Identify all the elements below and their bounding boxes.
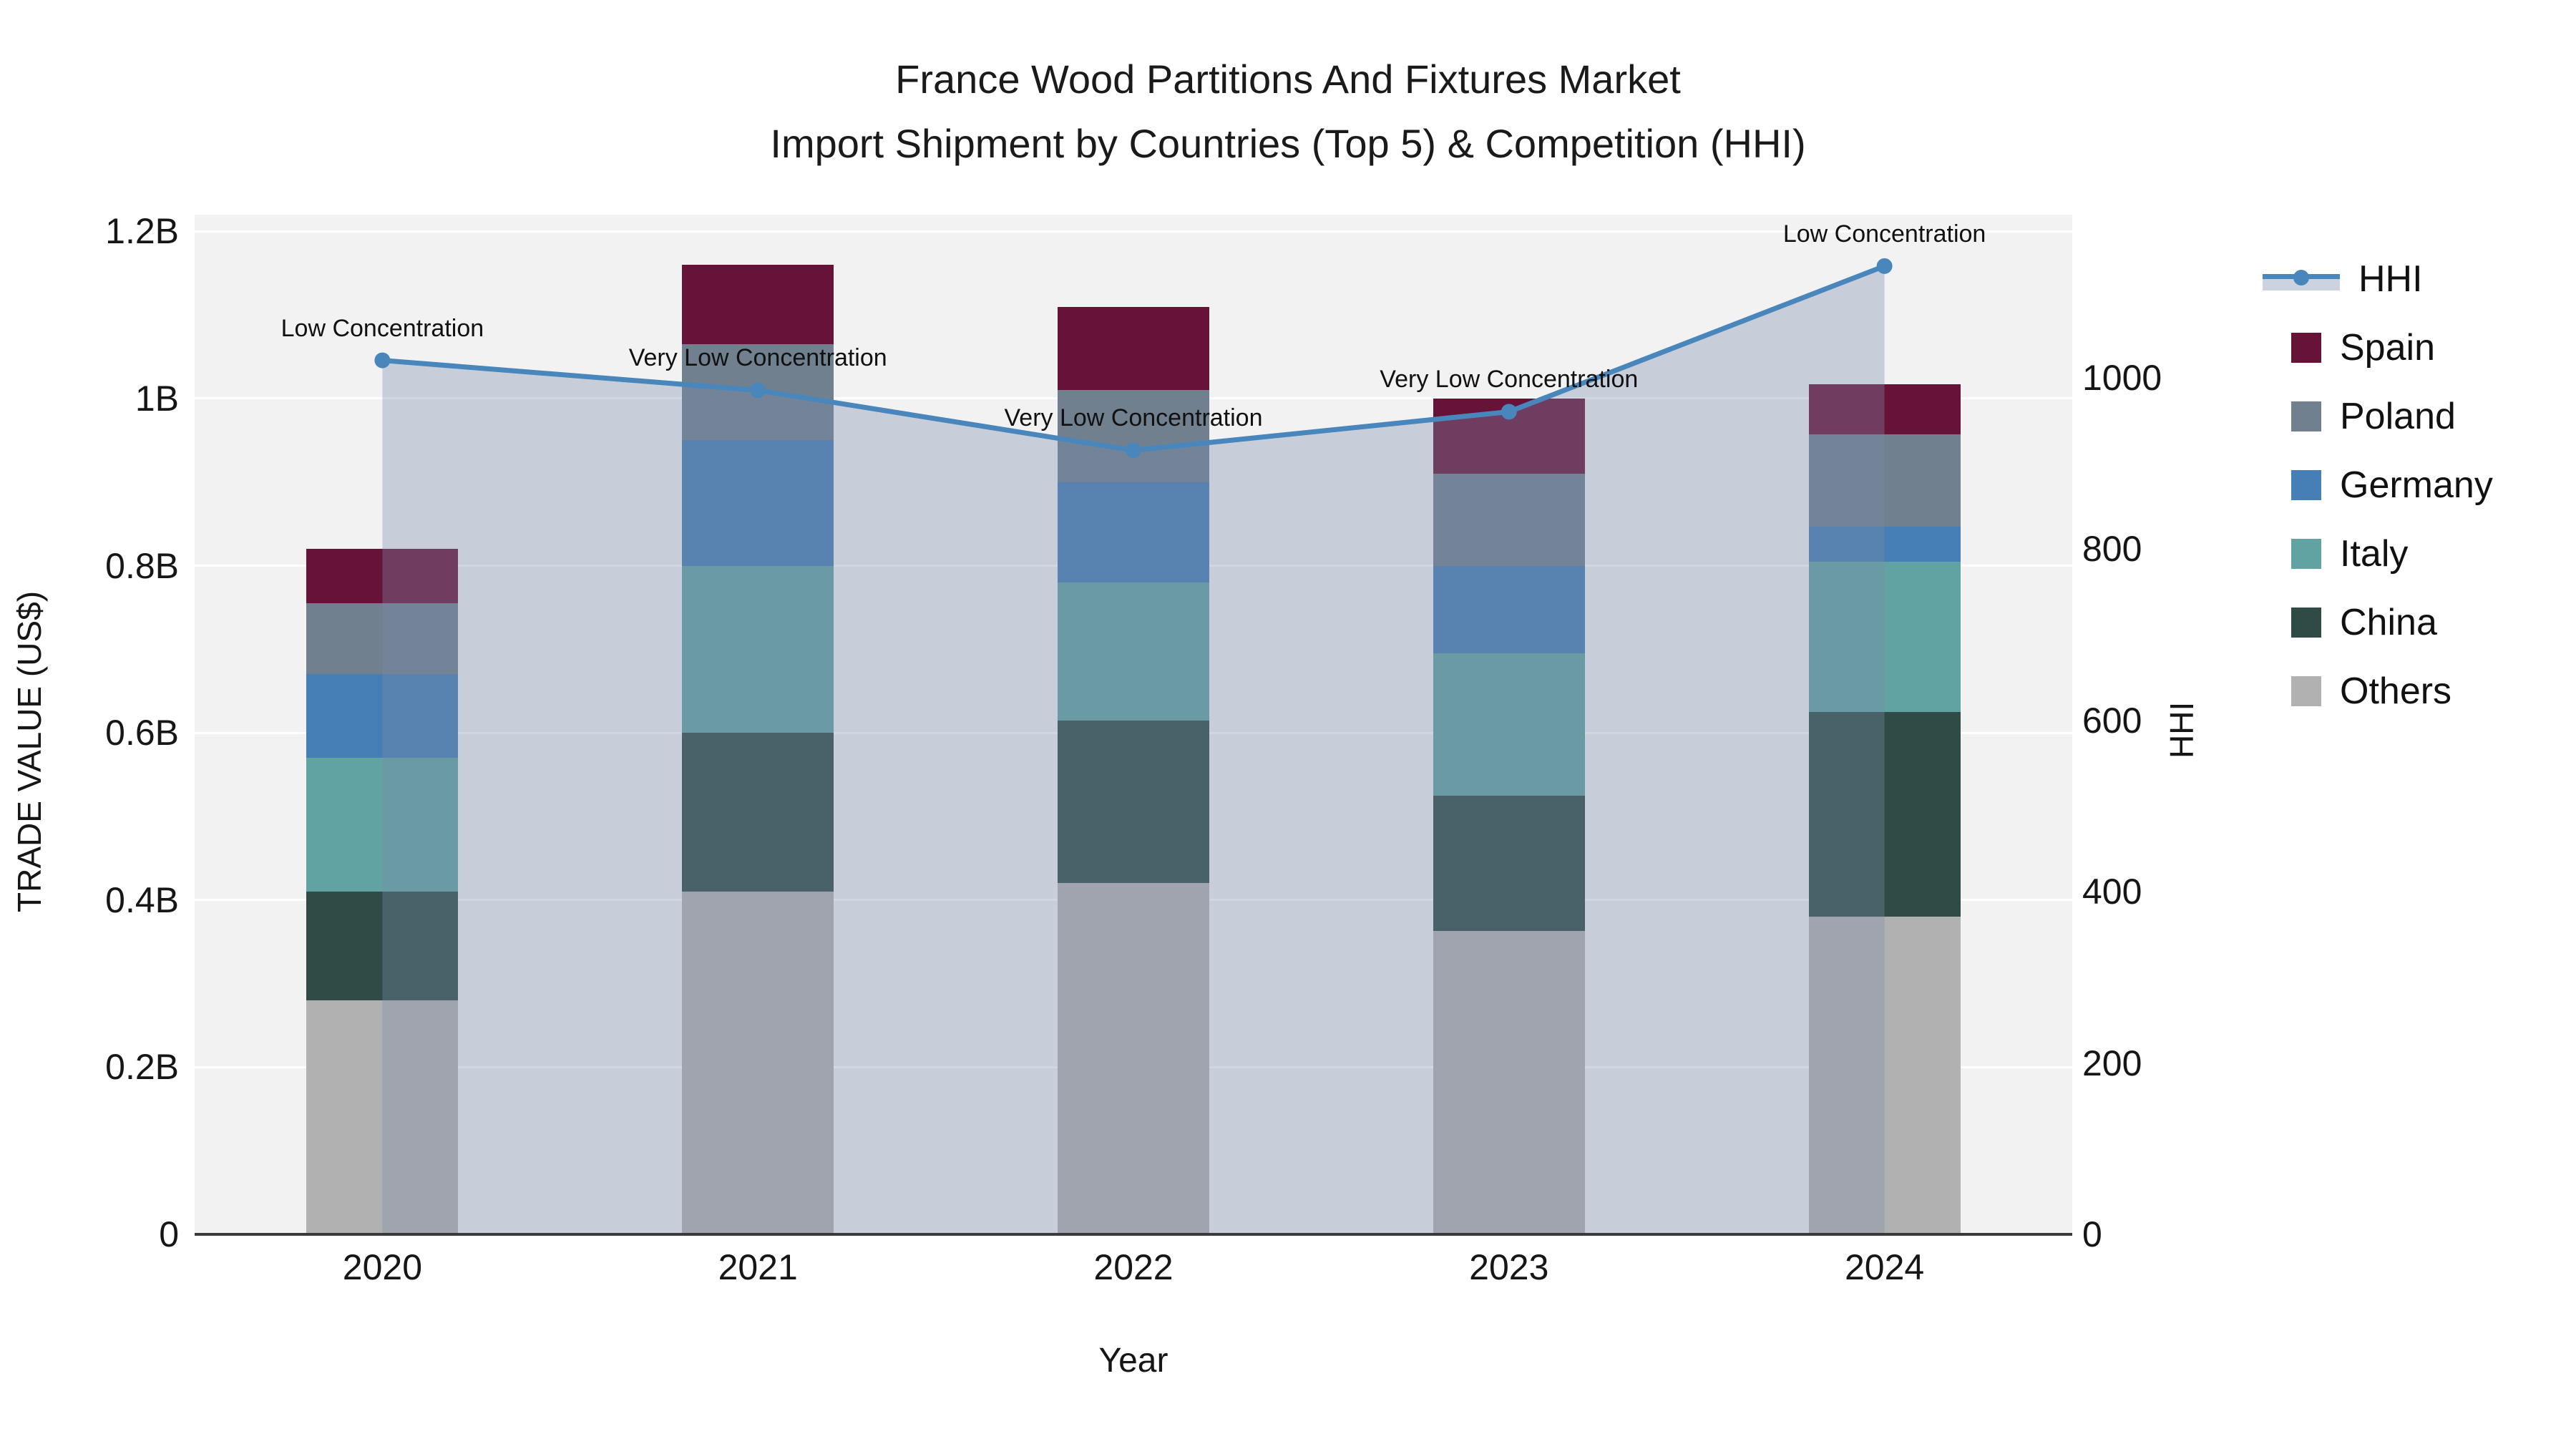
y-left-tick-0: 0 <box>159 1214 179 1254</box>
bar-segment-others-2022[interactable] <box>1058 883 1209 1234</box>
y-right-tick-400: 400 <box>2082 872 2142 912</box>
bar-segment-china-2023[interactable] <box>1433 795 1585 932</box>
x-tick-2022: 2022 <box>1093 1247 1174 1287</box>
bar-segment-germany-2022[interactable] <box>1058 482 1209 582</box>
legend-hhi-marker <box>2293 270 2309 286</box>
bar-segment-poland-2022[interactable] <box>1058 390 1209 482</box>
legend-label-others: Others <box>2340 670 2452 712</box>
bar-segment-germany-2023[interactable] <box>1433 565 1585 654</box>
hhi-marker-2021[interactable] <box>750 382 766 399</box>
x-tick-2023: 2023 <box>1469 1247 1549 1287</box>
hhi-marker-2020[interactable] <box>374 352 391 369</box>
y-right-tick-800: 800 <box>2082 529 2142 570</box>
bar-segment-others-2023[interactable] <box>1433 931 1585 1234</box>
plot-area: Low Concentration Very Low Concentration V… <box>195 215 2072 1234</box>
bar-segment-italy-2021[interactable] <box>682 565 834 733</box>
legend-swatch-poland <box>2291 401 2321 431</box>
x-tick-2024: 2024 <box>1844 1247 1925 1287</box>
y-right-tick-0: 0 <box>2082 1214 2102 1254</box>
legend-item-poland[interactable]: Poland <box>2263 382 2493 451</box>
hhi-marker-2024[interactable] <box>1876 258 1893 274</box>
bar-segment-china-2021[interactable] <box>682 733 834 892</box>
legend-item-others[interactable]: Others <box>2263 657 2493 726</box>
y-left-tick-0.8B: 0.8B <box>105 545 179 586</box>
legend-item-italy[interactable]: Italy <box>2263 519 2493 588</box>
bar-segment-germany-2024[interactable] <box>1808 526 1961 562</box>
hhi-area-fill <box>382 265 1885 1234</box>
y-right-tick-600: 600 <box>2082 700 2142 741</box>
bar-segment-others-2024[interactable] <box>1808 917 1961 1234</box>
bar-segment-china-2022[interactable] <box>1058 720 1209 884</box>
annotation-2023: Very Low Concentration <box>1380 366 1639 394</box>
bar-segment-poland-2024[interactable] <box>1808 434 1961 527</box>
legend-item-hhi[interactable]: HHI <box>2263 245 2493 313</box>
bar-segment-italy-2023[interactable] <box>1433 653 1585 796</box>
legend-swatch-germany <box>2291 470 2321 500</box>
legend-item-spain[interactable]: Spain <box>2263 313 2493 382</box>
bar-segment-china-2020[interactable] <box>306 892 459 1000</box>
y-left-tick-1.2B: 1.2B <box>105 211 179 252</box>
chart-title-line1: France Wood Partitions And Fixtures Mark… <box>895 57 1681 102</box>
annotation-2024: Low Concentration <box>1782 220 1986 248</box>
annotation-2021: Very Low Concentration <box>628 344 887 372</box>
annotation-2022: Very Low Concentration <box>1004 404 1263 432</box>
bar-segment-poland-2020[interactable] <box>306 603 459 675</box>
legend-swatch-others <box>2291 676 2321 706</box>
bar-segment-germany-2020[interactable] <box>306 674 459 758</box>
bar-segment-italy-2020[interactable] <box>306 758 459 892</box>
gridline-1.2B <box>195 230 2072 233</box>
legend-label-china: China <box>2340 602 2437 643</box>
y-right-tick-200: 200 <box>2082 1043 2142 1083</box>
legend-swatch-china <box>2291 608 2321 638</box>
y-left-tick-0.4B: 0.4B <box>105 879 179 920</box>
annotation-2020: Low Concentration <box>280 314 484 342</box>
chart-title-line2: Import Shipment by Countries (Top 5) & C… <box>770 121 1806 166</box>
bar-segment-spain-2021[interactable] <box>682 265 834 345</box>
bar-segment-spain-2020[interactable] <box>306 549 459 604</box>
bar-segment-germany-2021[interactable] <box>682 440 834 566</box>
legend: HHI Spain Poland Germany Italy China Others <box>2263 245 2493 726</box>
legend-label-hhi: HHI <box>2358 258 2423 300</box>
y-left-tick-0.6B: 0.6B <box>105 713 179 753</box>
bar-segment-spain-2022[interactable] <box>1058 306 1209 391</box>
x-tick-2020: 2020 <box>342 1247 423 1287</box>
legend-swatch-italy <box>2291 539 2321 569</box>
y-left-tick-1B: 1B <box>135 378 179 419</box>
bar-segment-spain-2024[interactable] <box>1808 384 1961 435</box>
bar-segment-italy-2022[interactable] <box>1058 582 1209 721</box>
legend-item-china[interactable]: China <box>2263 588 2493 657</box>
x-axis-title: Year <box>1098 1342 1169 1380</box>
legend-hhi-sample <box>2263 263 2340 295</box>
legend-swatch-spain <box>2291 333 2321 363</box>
x-axis-line <box>195 1233 2072 1236</box>
legend-label-italy: Italy <box>2340 533 2409 575</box>
bar-segment-china-2024[interactable] <box>1808 712 1961 917</box>
hhi-marker-2023[interactable] <box>1501 404 1517 420</box>
legend-item-germany[interactable]: Germany <box>2263 451 2493 519</box>
legend-label-germany: Germany <box>2340 464 2493 506</box>
y-left-tick-0.2B: 0.2B <box>105 1047 179 1088</box>
bar-segment-others-2020[interactable] <box>306 1000 459 1234</box>
bar-segment-poland-2023[interactable] <box>1433 474 1585 566</box>
legend-label-poland: Poland <box>2340 396 2456 437</box>
hhi-marker-2022[interactable] <box>1126 442 1141 459</box>
x-tick-2021: 2021 <box>718 1247 798 1287</box>
y-right-tick-1000: 1000 <box>2082 357 2162 398</box>
bar-segment-others-2021[interactable] <box>682 892 834 1234</box>
bar-segment-italy-2024[interactable] <box>1808 561 1961 712</box>
legend-label-spain: Spain <box>2340 327 2435 369</box>
hhi-overlay <box>374 258 1893 1234</box>
